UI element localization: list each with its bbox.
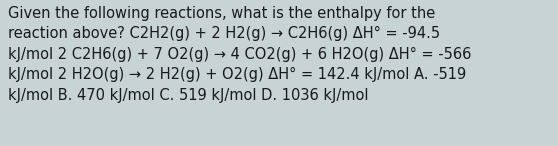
Text: Given the following reactions, what is the enthalpy for the
reaction above? C2H2: Given the following reactions, what is t…: [8, 6, 472, 102]
